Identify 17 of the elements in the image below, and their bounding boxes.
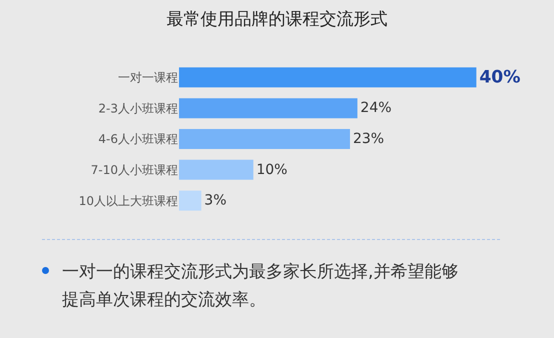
y-tick-label: 一对一课程 — [118, 70, 178, 85]
data-label: 3% — [204, 192, 227, 209]
y-tick-label: 10人以上大班课程 — [78, 194, 178, 208]
bar — [179, 190, 202, 211]
bar — [179, 160, 254, 180]
data-label: 24% — [360, 100, 392, 116]
chart-title: 最常使用品牌的课程交流形式 — [166, 9, 388, 30]
bar — [179, 67, 476, 88]
data-label: 40% — [479, 68, 520, 88]
data-label: 10% — [256, 162, 288, 178]
text: 一对一的课程交流形式为最多家长所选择,并希望能够提高单次课程的交流效率。 — [62, 261, 460, 312]
y-tick-label: 2-3人小班课程 — [98, 101, 178, 116]
y-tick-label: 7-10人小班课程 — [90, 163, 178, 177]
bar — [179, 98, 358, 118]
y-tick-label: 4-6人小班课程 — [98, 132, 178, 146]
bar — [179, 128, 350, 150]
data-label: 23% — [352, 131, 384, 147]
